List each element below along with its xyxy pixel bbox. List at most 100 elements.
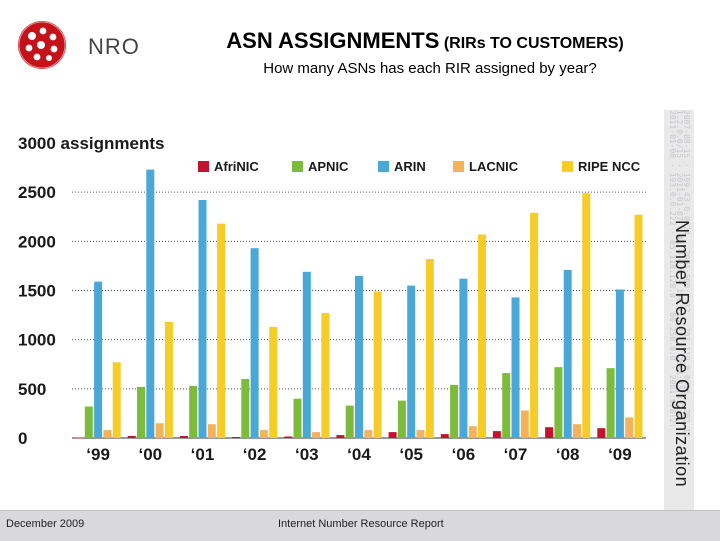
bar-apnic (137, 386, 145, 438)
legend-swatch (292, 161, 303, 172)
bar-lacnic (155, 423, 164, 439)
y-tick-label: 2500 (18, 183, 56, 202)
bar-ripe-ncc (582, 193, 591, 438)
title-paren: (RIRs TO CUSTOMERS) (443, 35, 624, 52)
x-tick-label: ‘06 (452, 445, 476, 464)
bar-arin (302, 271, 311, 438)
bar-arin (146, 169, 155, 438)
y-tick-label: 2000 (18, 232, 56, 251)
side-noise: 2011-01-08 · 193.0.0.222 · 85.118.128.0 … (668, 110, 690, 510)
bar-arin (615, 289, 624, 438)
bar-apnic (554, 367, 563, 438)
y-ticks: 0 500 1000 1500 2000 2500 3000 assignments (18, 134, 164, 448)
x-tick-label: ‘03 (295, 445, 319, 464)
bar-ripe-ncc (217, 223, 226, 438)
bar-afrinic (284, 436, 293, 438)
bar-apnic (397, 400, 406, 438)
bar-apnic (502, 373, 511, 438)
x-tick-label: ‘99 (86, 445, 110, 464)
side-strip (664, 110, 694, 510)
x-tick-label: ‘05 (399, 445, 423, 464)
page-title: ASN ASSIGNMENTS (RIRs TO CUSTOMERS) (160, 28, 690, 54)
bar-lacnic (103, 430, 112, 438)
bar-lacnic (468, 426, 477, 438)
asn-bar-chart: 0 500 1000 1500 2000 2500 3000 assignments ‘99… (18, 134, 646, 464)
x-tick-label: ‘01 (191, 445, 215, 464)
legend: AfriNIC APNIC ARIN LACNIC RIPE NCC (198, 159, 641, 174)
nro-logo: NRO (10, 18, 142, 72)
page-subtitle: How many ASNs has each RIR assigned by y… (263, 60, 597, 77)
legend-label: LACNIC (469, 159, 519, 174)
bar-arin (407, 285, 416, 438)
side-noise-line: 2011-01-08 · 193.0.0.222 · 85.118.128.0 … (668, 110, 677, 428)
bar-apnic (189, 385, 198, 438)
bar-afrinic (545, 427, 554, 438)
legend-label: APNIC (308, 159, 349, 174)
bar-afrinic (127, 436, 136, 438)
bar-apnic (345, 405, 354, 438)
x-tick-label: ‘02 (243, 445, 267, 464)
bar-ripe-ncc (634, 214, 643, 438)
bar-ripe-ncc (321, 313, 330, 438)
legend-swatch (562, 161, 573, 172)
bars (75, 169, 643, 439)
bar-arin (563, 269, 572, 438)
x-tick-label: ‘09 (608, 445, 632, 464)
bar-arin (459, 278, 468, 438)
bar-ripe-ncc (164, 322, 173, 438)
legend-label: AfriNIC (214, 159, 259, 174)
footer-date: December 2009 (6, 518, 85, 530)
bar-afrinic (179, 436, 188, 438)
x-tick-label: ‘08 (556, 445, 580, 464)
bar-lacnic (573, 424, 581, 438)
legend-label: ARIN (394, 159, 426, 174)
bar-lacnic (625, 417, 634, 438)
bar-ripe-ncc (478, 234, 486, 438)
bar-arin (198, 200, 207, 438)
bar-lacnic (207, 424, 216, 438)
legend-swatch (198, 161, 209, 172)
legend-label: RIPE NCC (578, 159, 641, 174)
bar-lacnic (364, 430, 373, 438)
y-tick-label: 1500 (18, 282, 56, 301)
bar-arin (250, 248, 259, 438)
footer-bar (0, 510, 720, 541)
bar-ripe-ncc (373, 291, 382, 438)
footer-report: Internet Number Resource Report (278, 518, 444, 530)
bar-afrinic (388, 432, 397, 438)
bar-ripe-ncc (530, 212, 539, 438)
bar-arin (94, 281, 103, 438)
bar-afrinic (597, 428, 606, 438)
x-tick-label: ‘04 (347, 445, 371, 464)
bar-apnic (450, 384, 459, 438)
x-tick-label: ‘00 (138, 445, 162, 464)
bar-lacnic (416, 430, 425, 438)
x-ticks: ‘99 ‘00 ‘01 ‘02 ‘03 ‘04 ‘05 ‘06 ‘07 ‘08 ‘09 (86, 445, 631, 464)
bar-afrinic (492, 431, 501, 438)
y-tick-label: 1000 (18, 331, 56, 350)
x-tick-label: ‘07 (504, 445, 528, 464)
bar-apnic (84, 406, 93, 438)
bar-arin (511, 297, 520, 438)
bar-afrinic (232, 437, 240, 438)
bar-apnic (241, 379, 250, 438)
y-tick-label: 500 (18, 380, 46, 399)
bar-lacnic (520, 410, 529, 438)
bar-ripe-ncc (425, 259, 434, 438)
bar-afrinic (440, 434, 449, 438)
legend-swatch (453, 161, 464, 172)
bar-afrinic (336, 435, 345, 438)
y-tick-label: 0 (18, 429, 27, 448)
bar-lacnic (312, 432, 321, 438)
bar-ripe-ncc (112, 362, 121, 438)
bar-ripe-ncc (269, 326, 278, 438)
y-tick-label: 3000 assignments (18, 134, 164, 153)
legend-swatch (378, 161, 389, 172)
side-org-text: Number Resource Organization (672, 220, 692, 488)
bar-apnic (606, 368, 615, 438)
side-noise-line: 2007-08-15 · 199.43.0.0/24 · 2001:500::/… (682, 110, 690, 438)
bar-arin (355, 275, 363, 439)
title-main: ASN ASSIGNMENTS (226, 28, 440, 53)
bar-apnic (293, 398, 302, 438)
logo-text: NRO (88, 34, 140, 59)
